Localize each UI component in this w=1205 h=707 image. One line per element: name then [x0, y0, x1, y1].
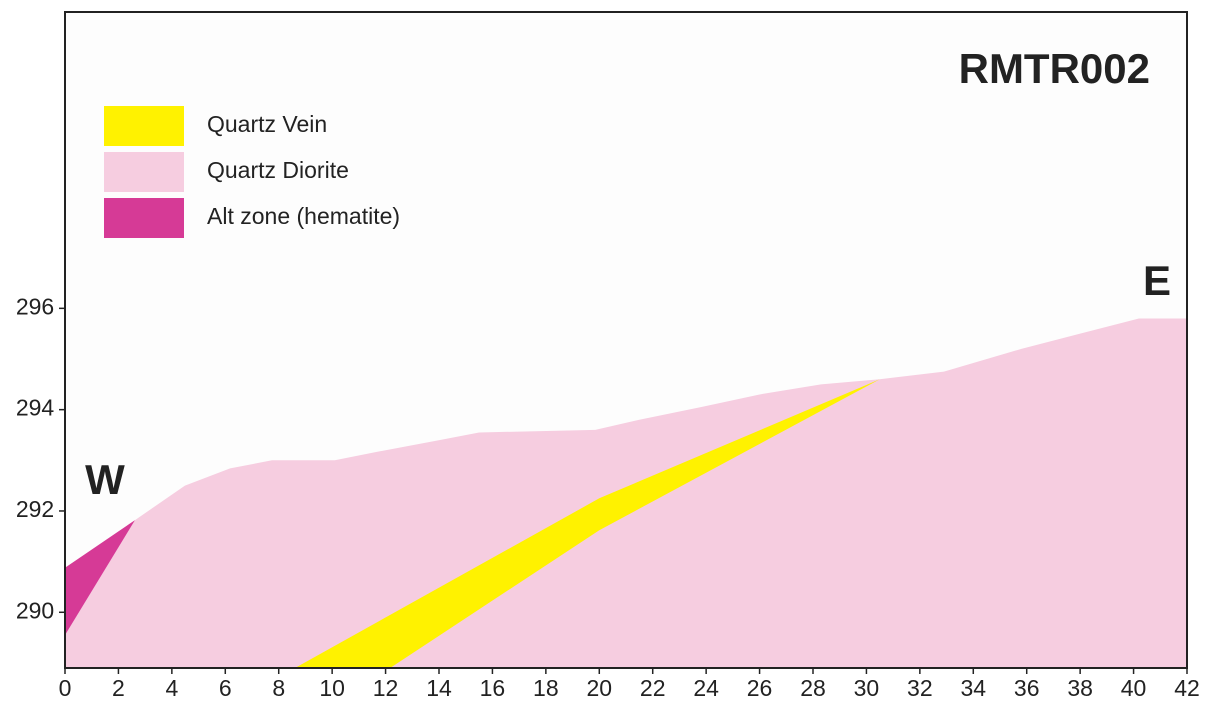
legend-swatch [104, 152, 184, 192]
legend-swatch [104, 106, 184, 146]
chart-title: RMTR002 [959, 45, 1150, 92]
x-tick-label: 26 [747, 675, 773, 701]
x-tick-label: 4 [165, 675, 178, 701]
legend-swatch [104, 198, 184, 238]
chart: RMTR002 W E 0246810121416182022242628303… [0, 0, 1205, 707]
west-label: W [85, 456, 125, 503]
x-tick-label: 24 [693, 675, 719, 701]
y-tick-label: 296 [16, 293, 54, 319]
x-tick-label: 38 [1067, 675, 1093, 701]
page: RMTR002 W E 0246810121416182022242628303… [0, 0, 1205, 707]
x-tick-label: 12 [373, 675, 399, 701]
legend-label: Quartz Vein [207, 111, 327, 137]
x-tick-label: 2 [112, 675, 125, 701]
legend-label: Alt zone (hematite) [207, 203, 400, 229]
x-tick-label: 8 [272, 675, 285, 701]
y-tick-label: 294 [16, 395, 55, 421]
x-tick-label: 42 [1174, 675, 1200, 701]
x-tick-label: 10 [319, 675, 345, 701]
x-tick-label: 16 [480, 675, 506, 701]
x-tick-label: 20 [586, 675, 612, 701]
x-tick-label: 40 [1121, 675, 1147, 701]
x-tick-label: 32 [907, 675, 933, 701]
x-tick-label: 22 [640, 675, 666, 701]
x-tick-label: 18 [533, 675, 559, 701]
x-tick-label: 36 [1014, 675, 1040, 701]
x-tick-label: 28 [800, 675, 826, 701]
x-tick-label: 14 [426, 675, 452, 701]
x-tick-label: 30 [854, 675, 880, 701]
x-tick-label: 6 [219, 675, 232, 701]
y-tick-label: 292 [16, 496, 54, 522]
x-tick-label: 0 [59, 675, 72, 701]
x-tick-label: 34 [960, 675, 986, 701]
legend-label: Quartz Diorite [207, 157, 349, 183]
east-label: E [1143, 257, 1171, 304]
y-tick-label: 290 [16, 597, 54, 623]
